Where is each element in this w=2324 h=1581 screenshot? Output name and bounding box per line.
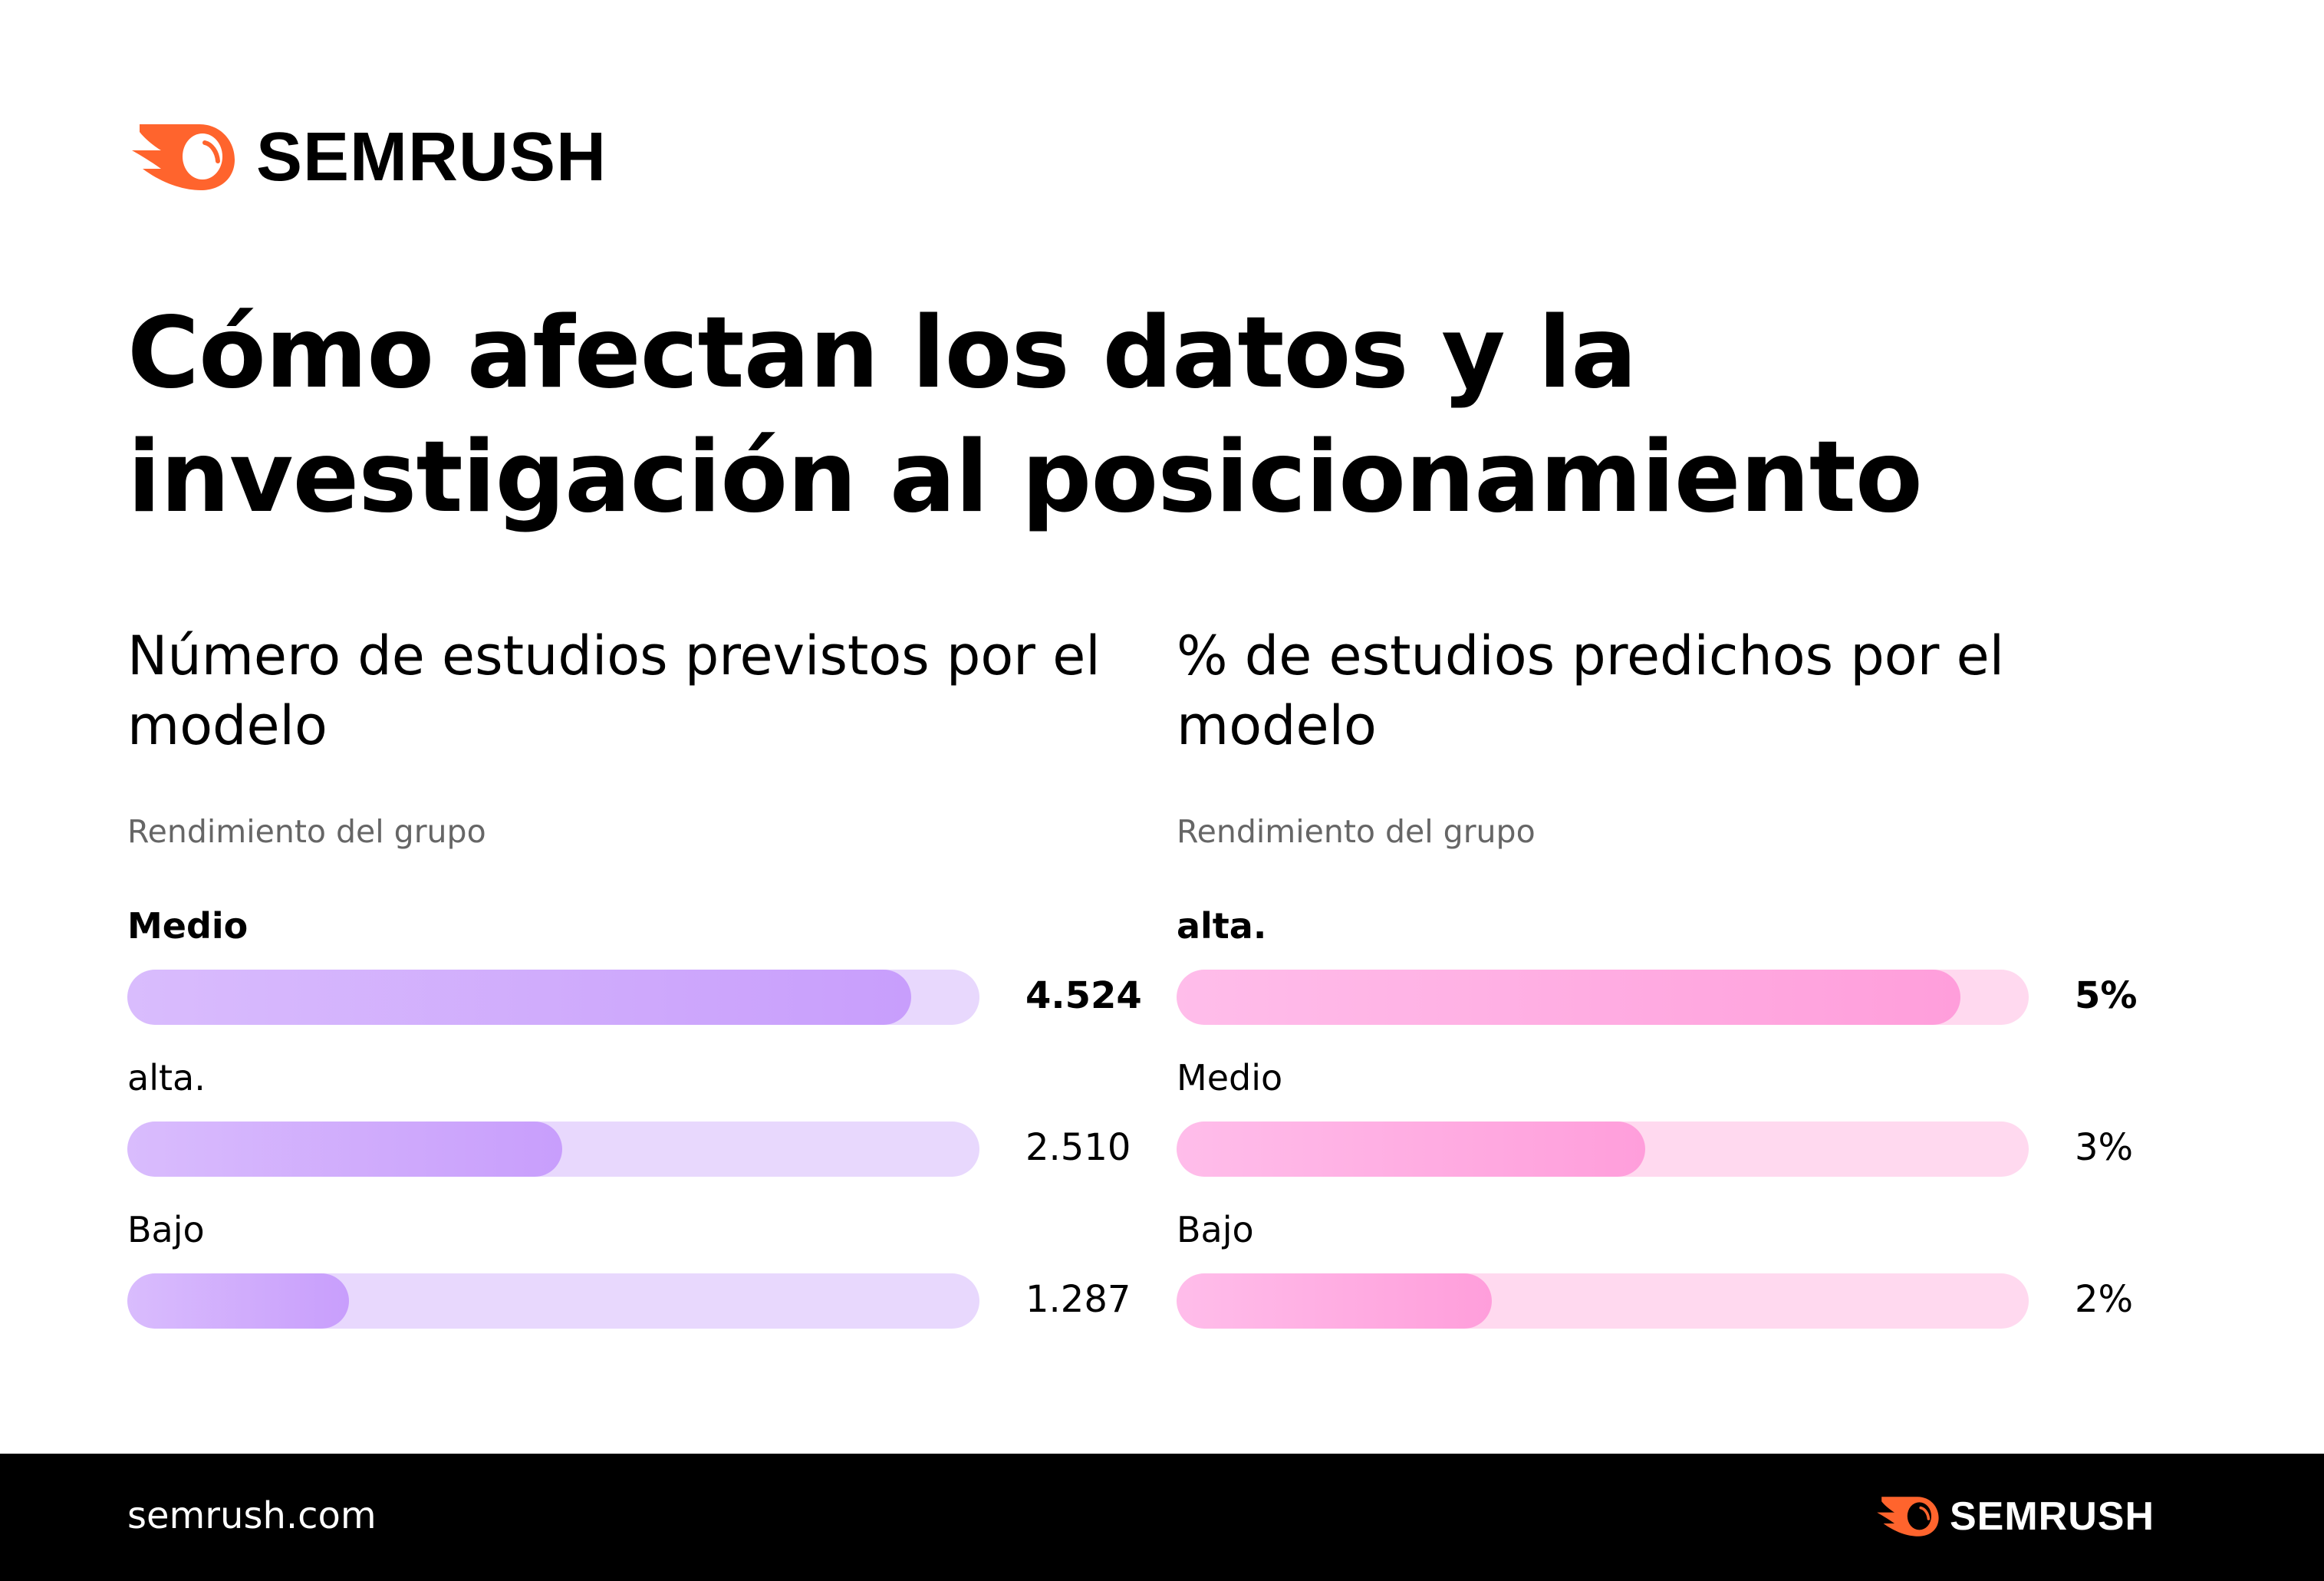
bar-track [1177,1122,2029,1177]
bar-label: Medio [1177,1057,1283,1098]
bar-track [127,970,979,1025]
bar-label: Bajo [1177,1209,1254,1250]
bar-value-label: 5% [2075,974,2138,1017]
bar-fill [1177,970,1961,1025]
bar-track [127,1273,979,1329]
bar-value-label: 1.287 [1025,1278,1131,1321]
bar-label: alta. [1177,905,1267,947]
bar-track [1177,970,2029,1025]
bar-label: Bajo [127,1209,205,1250]
bar-fill [127,1122,562,1177]
bar-fill [1177,1122,1646,1177]
chart-subtitle: Rendimiento del grupo [127,813,486,850]
bar-value-label: 4.524 [1025,974,1142,1017]
bar-value-label: 3% [2075,1126,2134,1169]
footer-url[interactable]: semrush.com [127,1494,377,1537]
bar-value-label: 2.510 [1025,1126,1131,1169]
semrush-fireball-icon [1877,1497,1939,1537]
chart-title: % de estudios predichos por el modelo [1177,624,2005,757]
semrush-fireball-icon [132,124,235,190]
page-title: Cómo afectan los datos y la investigació… [127,296,1923,535]
chart-subtitle: Rendimiento del grupo [1177,813,1536,850]
footer-brand-name: SEMRUSH [1950,1494,2155,1539]
bar-label: Medio [127,905,249,947]
semrush-logo: SEMRUSH [123,123,607,192]
bar-label: alta. [127,1057,206,1098]
bar-fill [1177,1273,1493,1329]
bar-value-label: 2% [2075,1278,2134,1321]
bar-fill [127,1273,349,1329]
bar-fill [127,970,912,1025]
footer-logo: SEMRUSH [1871,1496,2154,1537]
chart-title: Número de estudios previstos por el mode… [127,624,1101,757]
bar-track [1177,1273,2029,1329]
bar-track [127,1122,979,1177]
brand-name: SEMRUSH [256,119,607,196]
